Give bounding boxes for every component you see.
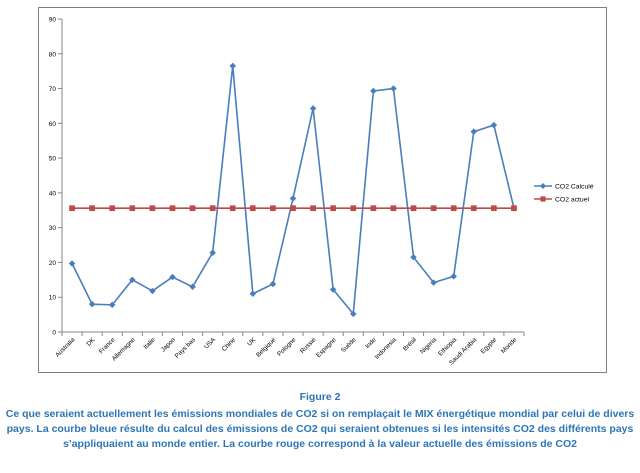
data-point [108,301,116,309]
data-point [209,249,217,257]
data-point [109,205,116,212]
x-tick-label: Chine [221,336,238,353]
data-point [410,205,417,212]
data-point [68,260,76,267]
data-point [390,85,397,92]
data-point [89,205,95,212]
x-tick-label: Indonesia [374,336,399,361]
data-point [450,273,458,280]
legend-label: CO2 actuel [555,197,589,204]
legend-marker [540,183,546,189]
data-point [149,287,156,295]
x-tick-label: Russie [299,336,318,355]
data-point [269,280,277,288]
data-point [249,290,257,298]
data-point [129,205,136,212]
y-tick-label: 10 [49,295,57,302]
data-point [189,205,196,212]
data-point [470,205,477,212]
data-point [511,205,517,212]
data-point [289,195,297,202]
data-point [270,205,276,212]
data-point [430,279,437,286]
x-tick-label: UK [246,336,258,348]
x-tick-label: Nigeria [419,336,438,355]
y-tick-label: 70 [49,86,57,93]
data-point [491,205,497,212]
x-tick-label: Italie [142,336,157,351]
data-point [88,300,96,308]
data-point [189,283,196,291]
data-point [350,205,357,212]
legend-label: CO2 Calculé [555,184,594,191]
x-tick-label: Inde [364,336,378,350]
y-tick-label: 0 [52,330,56,337]
data-point [370,205,377,212]
x-tick-label: Australia [54,336,77,359]
data-point [490,121,498,129]
y-tick-label: 40 [49,190,57,197]
data-point [128,276,136,284]
figure-label: Figure 2 [299,391,341,403]
x-tick-label: DK [85,336,97,348]
data-point [410,253,417,261]
data-point [209,205,216,212]
data-point [369,87,377,95]
x-tick-label: France [98,336,117,355]
data-point [149,205,156,212]
data-point [290,205,296,212]
x-tick-label: USA [203,336,218,351]
y-tick-label: 20 [49,260,57,267]
data-point [390,205,397,212]
data-point [330,205,337,212]
data-point [169,273,176,281]
figure-caption: Ce que seraient actuellement les émissio… [5,408,635,450]
data-point [69,205,75,212]
x-tick-label: Suède [340,336,358,354]
series-line-1 [71,65,515,316]
data-point [329,286,337,293]
y-tick-label: 80 [49,51,57,58]
x-tick-label: Pays bas [174,336,197,359]
x-tick-label: Japon [160,336,177,353]
data-point [309,105,317,112]
data-point [430,205,437,212]
data-point [470,128,478,136]
x-tick-label: Pologne [276,336,298,358]
y-tick-label: 50 [49,156,57,163]
y-tick-label: 90 [49,17,57,24]
x-tick-label: Espagne [315,336,338,359]
y-tick-label: 30 [49,225,57,232]
x-tick-label: Brésil [402,336,418,352]
data-point [229,62,237,70]
data-point [450,205,457,212]
x-tick-label: Monde [500,336,519,355]
data-point [249,205,256,212]
data-point [229,205,236,212]
data-point [169,205,176,212]
x-tick-label: Egypte [479,336,498,355]
legend-marker [540,196,546,202]
data-point [349,310,357,318]
data-point [310,205,316,212]
chart-frame: 0 10 20 30 40 50 60 70 80 90 Australia DK France Alle… [38,7,607,373]
y-tick-label: 60 [49,121,57,128]
x-tick-label: Belgique [255,336,278,359]
